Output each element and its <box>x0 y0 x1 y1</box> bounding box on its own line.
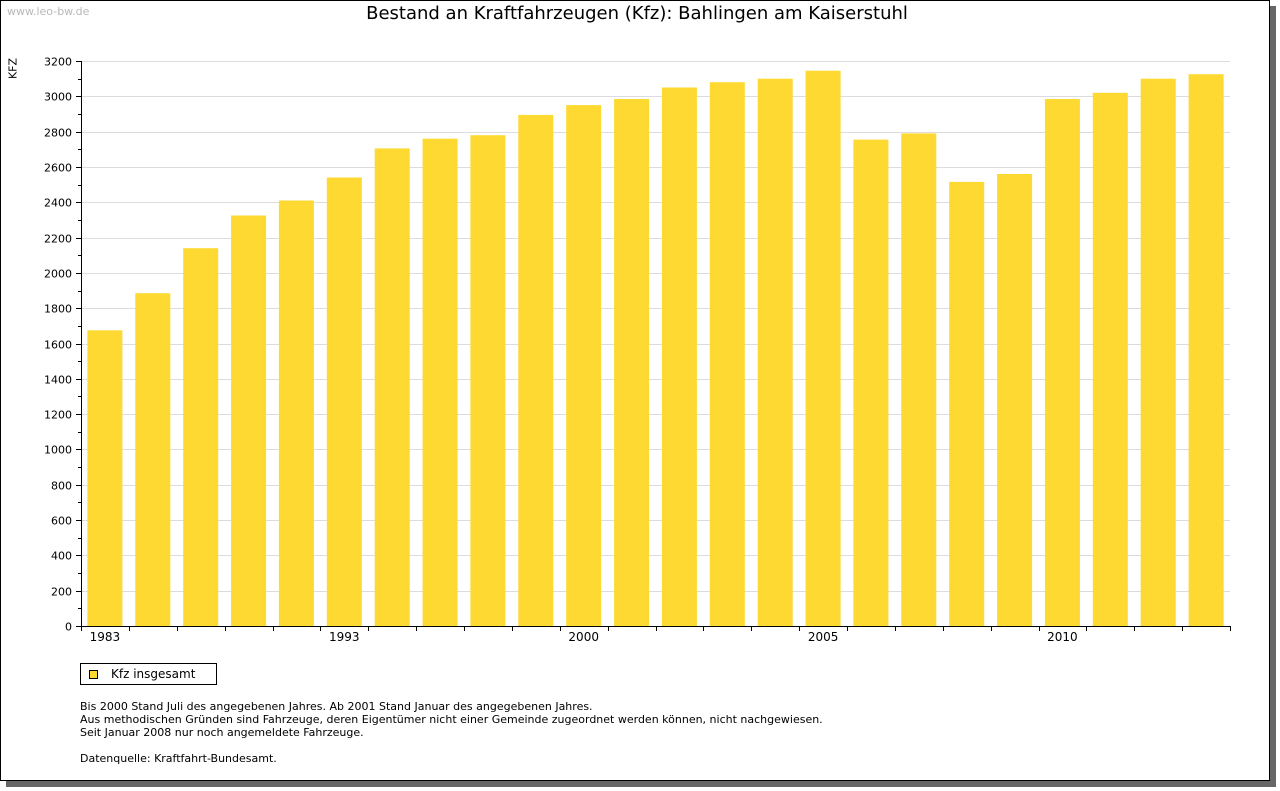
bar <box>87 330 123 626</box>
y-tick-label: 3200 <box>44 56 72 69</box>
bar <box>1140 78 1176 626</box>
y-tick-label: 2400 <box>44 197 72 210</box>
footnote-2: Aus methodischen Gründen sind Fahrzeuge,… <box>80 713 823 726</box>
bar <box>518 114 554 627</box>
bar <box>901 133 937 626</box>
y-tick-label: 3000 <box>44 91 72 104</box>
y-tick-label: 1000 <box>44 444 72 457</box>
bar <box>326 177 362 626</box>
bar <box>422 138 458 626</box>
chart-title: Bestand an Kraftfahrzeugen (Kfz): Bahlin… <box>366 3 908 24</box>
y-tick-label: 400 <box>51 550 72 563</box>
footnote-1: Bis 2000 Stand Juli des angegebenen Jahr… <box>80 700 593 713</box>
data-source: Datenquelle: Kraftfahrt-Bundesamt. <box>80 752 277 765</box>
bar <box>231 215 267 626</box>
y-tick-label: 1200 <box>44 409 72 422</box>
y-tick-label: 600 <box>51 515 72 528</box>
y-tick-label: 200 <box>51 586 72 599</box>
bar <box>183 248 219 626</box>
y-tick-label: 1400 <box>44 374 72 387</box>
bar <box>949 181 985 626</box>
bar <box>709 82 745 626</box>
bar <box>566 105 602 627</box>
footnotes: Bis 2000 Stand Juli des angegebenen Jahr… <box>80 700 823 739</box>
y-tick-label: 1800 <box>44 303 72 316</box>
bar <box>661 87 697 626</box>
legend: Kfz insgesamt <box>80 663 217 685</box>
y-tick-label: 2800 <box>44 127 72 140</box>
bar <box>374 148 410 626</box>
x-tick-label: 2000 <box>568 630 599 644</box>
bar <box>1092 92 1128 627</box>
bar <box>470 135 506 626</box>
y-tick-label: 1600 <box>44 339 72 352</box>
footnote-3: Seit Januar 2008 nur noch angemeldete Fa… <box>80 726 364 739</box>
bar <box>997 174 1033 626</box>
legend-label: Kfz insgesamt <box>111 667 196 681</box>
y-tick-label: 2600 <box>44 162 72 175</box>
y-tick-label: 0 <box>65 621 72 634</box>
bar <box>1044 99 1080 626</box>
legend-swatch <box>89 670 98 679</box>
x-tick-label: 1983 <box>90 630 121 644</box>
bar <box>278 200 314 626</box>
bar <box>135 293 171 626</box>
x-tick-label: 2010 <box>1047 630 1078 644</box>
bar <box>614 99 650 626</box>
bar <box>805 70 841 626</box>
bar <box>1188 74 1224 626</box>
watermark[interactable]: www.leo-bw.de <box>7 5 90 18</box>
bar <box>853 139 889 626</box>
y-tick-label: 800 <box>51 480 72 493</box>
x-tick-label: 1993 <box>329 630 360 644</box>
bar <box>757 78 793 626</box>
y-tick-label: 2000 <box>44 268 72 281</box>
x-tick-label: 2005 <box>808 630 839 644</box>
y-tick-label: 2200 <box>44 233 72 246</box>
